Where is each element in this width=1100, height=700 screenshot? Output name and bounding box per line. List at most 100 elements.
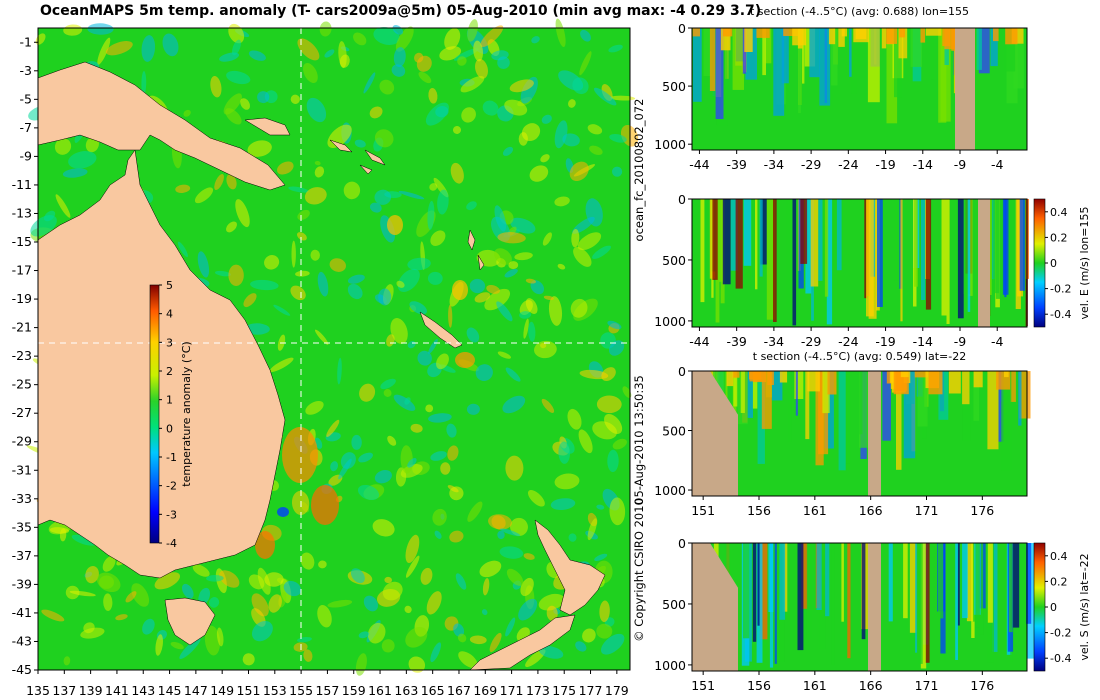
section-stripe (801, 543, 808, 609)
anomaly-blob (192, 564, 210, 577)
section-stripe (886, 28, 898, 124)
surface-warm-patch (948, 371, 961, 394)
map-y-tick-label: -13 (12, 205, 32, 220)
surface-warm-patch (752, 371, 767, 383)
anomaly-blob (357, 484, 380, 501)
section-stripe (786, 199, 791, 307)
surface-warm-patch (744, 28, 753, 52)
section-stripe (900, 199, 903, 322)
anomaly-blob (589, 145, 603, 155)
anomaly-blob (460, 75, 485, 93)
anomaly-blob (542, 232, 552, 246)
section-stripe (757, 543, 760, 626)
anomaly-blob (469, 635, 487, 645)
anomaly-blob (268, 594, 282, 613)
anomaly-blob (447, 445, 459, 461)
section-y-tick-label: 500 (662, 424, 686, 439)
anomaly-blob (446, 423, 457, 438)
anomaly-blob (580, 29, 591, 42)
anomaly-blob (612, 438, 627, 450)
section-stripe (946, 199, 950, 324)
anomaly-blob (502, 395, 526, 414)
map-colorbar-tick-label: 0 (166, 422, 173, 435)
anomaly-blob (420, 567, 433, 585)
anomaly-blob (398, 190, 425, 200)
vel-e-section-lon155-colorbar-label: vel. E (m/s) lon=155 (1078, 207, 1091, 320)
anomaly-blob (363, 595, 378, 612)
anomaly-blob (467, 501, 483, 522)
run-id-text: ocean_fc_20100802_072 (632, 99, 646, 242)
anomaly-blob (570, 298, 588, 318)
anomaly-blob (437, 189, 449, 215)
anomaly-blob (448, 304, 453, 328)
section-stripe (978, 28, 990, 74)
anomaly-blob (214, 173, 224, 191)
section-stripe (819, 28, 831, 106)
section-x-tick-label: -34 (764, 157, 784, 172)
section-land-shelf (692, 543, 738, 671)
section-stripe (720, 199, 725, 304)
section-stripe (1018, 543, 1022, 651)
section-stripe (987, 543, 993, 623)
anomaly-blob (467, 19, 478, 42)
anomaly-blob (125, 591, 137, 603)
anomaly-blob (210, 75, 222, 98)
anomaly-blob (457, 633, 467, 643)
section-stripe (757, 371, 765, 464)
anomaly-blob (363, 72, 376, 94)
map-y-tick-label: -19 (12, 291, 32, 306)
section-stripe (973, 371, 980, 421)
anomaly-blob (520, 577, 534, 597)
anomaly-blob (269, 357, 294, 372)
anomaly-blob (449, 486, 464, 501)
land-new-zealand-south (469, 614, 576, 671)
anomaly-blob (600, 633, 625, 655)
anomaly-blob (587, 518, 597, 541)
section-stripe (781, 28, 789, 84)
anomaly-blob (569, 161, 589, 182)
section-stripe (995, 199, 1003, 299)
anomaly-blob (319, 21, 332, 37)
map-colorbar-tick-label: -1 (166, 451, 177, 464)
surface-warm-patch (1004, 371, 1009, 378)
anomaly-blob (378, 288, 392, 306)
anomaly-blob (343, 181, 361, 200)
section-stripe (752, 543, 757, 642)
anomaly-blob (338, 458, 352, 480)
section-stripe (762, 28, 766, 76)
anomaly-blob (506, 568, 524, 586)
section-stripe (918, 543, 923, 664)
anomaly-blob (486, 284, 500, 294)
section-stripe (849, 28, 852, 77)
section-stripe (703, 28, 712, 77)
map-x-tick-label: 165 (421, 683, 445, 698)
anomaly-blob (504, 99, 528, 116)
t-section-lat-22-panel: t section (-4..5°C) (avg: 0.549) lat=-22… (654, 350, 1031, 518)
map-x-tick-label: 141 (105, 683, 129, 698)
anomaly-blob (414, 52, 424, 63)
section-stripe (957, 199, 964, 319)
section-stripe (1019, 371, 1031, 419)
section-stripe (864, 199, 868, 299)
anomaly-blob (541, 114, 552, 124)
section-y-tick-label: 500 (662, 79, 686, 94)
anomaly-blob (374, 189, 392, 205)
anomaly-blob (96, 572, 121, 593)
map-x-tick-label: 169 (473, 683, 497, 698)
section-stripe (759, 543, 768, 640)
anomaly-blob (466, 327, 480, 343)
map-y-tick-label: -1 (20, 34, 32, 49)
map-x-tick-label: 151 (237, 683, 261, 698)
anomaly-blob (374, 470, 392, 484)
surface-warm-patch (692, 28, 700, 37)
warm-eddy (311, 485, 339, 525)
section-y-tick-label: 0 (678, 192, 686, 207)
anomaly-blob (497, 530, 505, 540)
anomaly-blob (562, 133, 580, 147)
anomaly-blob (523, 318, 529, 339)
anomaly-blob (508, 261, 519, 270)
anomaly-blob (353, 32, 367, 46)
t-section-lon155-title: t section (-4..5°C) (avg: 0.688) lon=155 (750, 5, 969, 18)
anomaly-blob (358, 631, 370, 639)
map-x-tick-label: 159 (342, 683, 366, 698)
